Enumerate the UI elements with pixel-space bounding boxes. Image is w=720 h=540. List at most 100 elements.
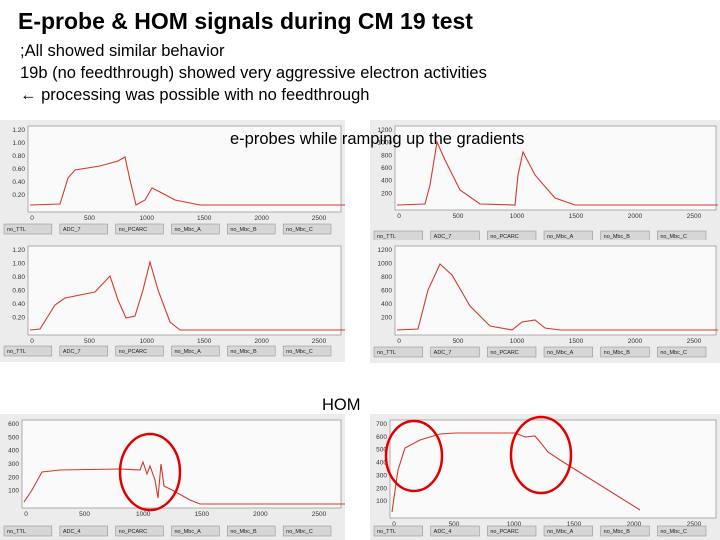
channel-button bbox=[487, 525, 537, 537]
eprobe-label: e-probes while ramping up the gradients bbox=[230, 130, 524, 148]
channel-button bbox=[3, 525, 53, 537]
y-tick-label: 800 bbox=[381, 274, 392, 281]
y-tick-label: 700 bbox=[376, 421, 387, 428]
highlight-circle bbox=[509, 415, 573, 495]
highlight-circle bbox=[118, 432, 182, 512]
y-tick-label: 1.00 bbox=[12, 140, 25, 147]
channel-button bbox=[115, 345, 164, 357]
x-tick-label: 0 bbox=[397, 338, 401, 345]
channel-button bbox=[227, 223, 276, 235]
y-tick-label: 200 bbox=[376, 485, 387, 492]
x-tick-label: 2000 bbox=[253, 511, 268, 518]
channel-button-label: no_Mbc_C bbox=[660, 234, 687, 240]
y-tick-label: 200 bbox=[381, 190, 392, 197]
y-tick-label: 400 bbox=[376, 460, 387, 467]
plot-area bbox=[21, 419, 342, 509]
channel-button-label: no_Mbc_B bbox=[230, 529, 257, 535]
bullet: ← processing was possible with no feedth… bbox=[20, 86, 369, 104]
channel-button-label: no_Mbc_C bbox=[286, 349, 313, 355]
y-tick-label: 1.20 bbox=[12, 127, 25, 134]
x-tick-label: 0 bbox=[24, 511, 28, 518]
channel-button bbox=[227, 345, 276, 357]
channel-button bbox=[171, 345, 220, 357]
x-tick-label: 1500 bbox=[195, 511, 210, 518]
channel-button bbox=[657, 346, 707, 358]
channel-button-label: ADC_7 bbox=[434, 350, 452, 356]
channel-button bbox=[657, 525, 707, 537]
panels: 1.201.000.800.600.400.200 500 1000 1500 2000… bbox=[0, 120, 720, 540]
y-tick-label: 1.20 bbox=[12, 247, 25, 254]
channel-button-label: no_Mbc_A bbox=[547, 529, 574, 535]
channel-button bbox=[373, 525, 423, 537]
channel-button-label: no_Mbc_B bbox=[230, 349, 257, 355]
y-tick-label: 0.40 bbox=[12, 301, 25, 308]
channel-button-label: no_TTL bbox=[7, 227, 26, 233]
channel-button bbox=[59, 223, 108, 235]
x-tick-label: 500 bbox=[449, 521, 460, 528]
channel-button-label: no_Mbc_B bbox=[604, 234, 631, 240]
channel-button-label: no_Mbc_C bbox=[286, 529, 313, 535]
x-tick-label: 1000 bbox=[510, 213, 525, 220]
channel-button bbox=[600, 346, 650, 358]
channel-button bbox=[59, 525, 108, 537]
y-tick-label: 400 bbox=[381, 178, 392, 185]
slide-title: E-probe & HOM signals during CM 19 test bbox=[18, 8, 473, 34]
channel-button bbox=[115, 223, 164, 235]
y-tick-label: 500 bbox=[376, 447, 387, 454]
x-tick-label: 2000 bbox=[628, 213, 643, 220]
signal-curve bbox=[29, 156, 345, 206]
channel-button-label: no_Mbc_B bbox=[604, 350, 631, 356]
x-tick-label: 1500 bbox=[569, 338, 584, 345]
y-tick-label: 0.60 bbox=[12, 288, 25, 295]
channel-button-label: ADC_7 bbox=[63, 227, 81, 233]
channel-button-label: no_Mbc_A bbox=[547, 350, 574, 356]
channel-button bbox=[430, 525, 480, 537]
y-tick-label: 0.80 bbox=[12, 153, 25, 160]
x-tick-label: 0 bbox=[392, 521, 396, 528]
channel-button-label: no_Mbc_A bbox=[175, 349, 202, 355]
channel-button-label: no_Mbc_C bbox=[660, 529, 687, 535]
x-tick-label: 500 bbox=[84, 338, 95, 345]
channel-button-label: ADC_7 bbox=[63, 349, 81, 355]
channel-button-label: ADC_7 bbox=[434, 234, 452, 240]
channel-button bbox=[282, 223, 332, 235]
x-tick-label: 500 bbox=[79, 511, 90, 518]
x-tick-label: 1500 bbox=[197, 338, 212, 345]
signal-curve bbox=[391, 432, 641, 513]
y-tick-label: 100 bbox=[376, 498, 387, 505]
channel-button bbox=[543, 346, 593, 358]
channel-button bbox=[3, 345, 53, 357]
channel-button-label: no_PCARC bbox=[490, 350, 518, 356]
x-tick-label: 500 bbox=[453, 213, 464, 220]
x-tick-label: 2500 bbox=[687, 521, 702, 528]
channel-button-label: no_Mbc_A bbox=[175, 227, 202, 233]
x-tick-label: 500 bbox=[453, 338, 464, 345]
channel-button-label: no_PCARC bbox=[490, 529, 518, 535]
channel-button-label: no_TTL bbox=[377, 234, 396, 240]
channel-button-label: no_PCARC bbox=[119, 529, 147, 535]
x-tick-label: 1000 bbox=[510, 338, 525, 345]
x-tick-label: 2500 bbox=[687, 338, 702, 345]
y-tick-label: 400 bbox=[381, 301, 392, 308]
y-tick-label: 100 bbox=[8, 488, 19, 495]
y-tick-label: 0.40 bbox=[12, 179, 25, 186]
channel-button bbox=[430, 346, 480, 358]
y-tick-label: 200 bbox=[381, 315, 392, 322]
channel-button bbox=[115, 525, 164, 537]
channel-button-label: no_Mbc_A bbox=[547, 234, 574, 240]
y-tick-label: 600 bbox=[381, 288, 392, 295]
x-tick-label: 1500 bbox=[197, 215, 212, 222]
channel-button bbox=[227, 525, 276, 537]
plot-area bbox=[27, 245, 342, 336]
x-tick-label: 2500 bbox=[312, 338, 327, 345]
x-tick-label: 0 bbox=[397, 213, 401, 220]
channel-button-label: no_Mbc_C bbox=[286, 227, 313, 233]
channel-button-label: no_TTL bbox=[377, 350, 396, 356]
channel-button bbox=[282, 345, 332, 357]
x-tick-label: 2500 bbox=[312, 511, 327, 518]
channel-button bbox=[487, 346, 537, 358]
signal-curve bbox=[396, 140, 718, 206]
y-tick-label: 1.00 bbox=[12, 261, 25, 268]
channel-button-label: no_PCARC bbox=[119, 349, 147, 355]
